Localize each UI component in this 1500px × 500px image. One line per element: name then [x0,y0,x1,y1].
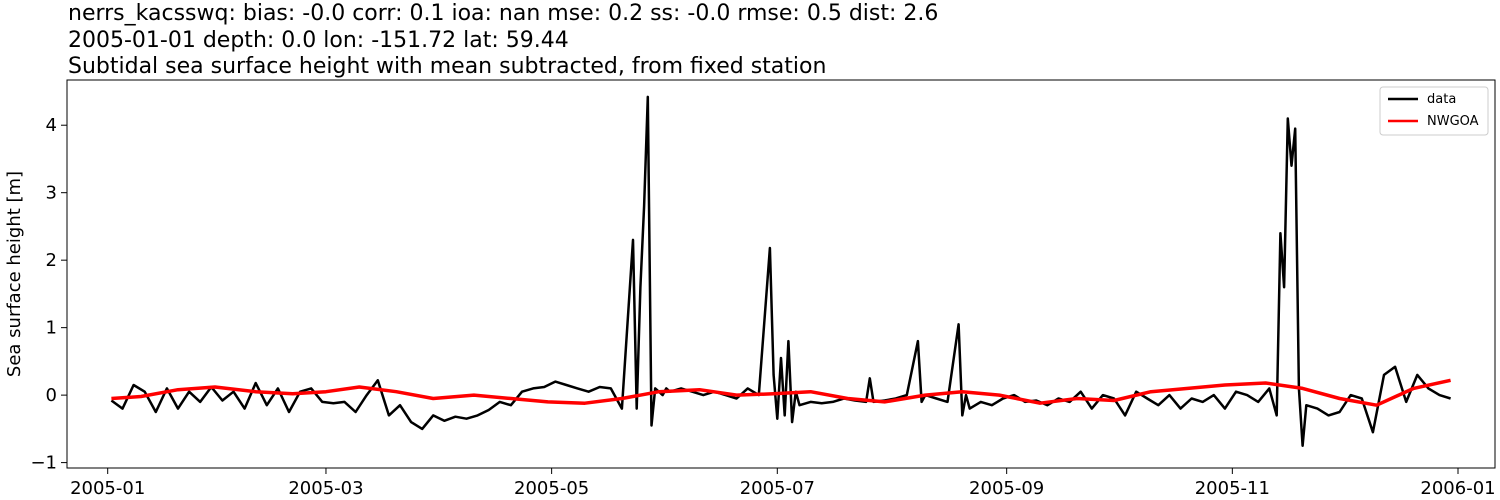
x-tick-label: 2005-03 [288,478,363,499]
y-axis: −1 0 1 2 3 4 [30,115,67,474]
chart-title-line-1: nerrs_kacsswq: bias: -0.0 corr: 0.1 ioa:… [68,1,939,26]
x-tick-label: 2005-09 [969,478,1044,499]
x-tick-label: 2005-11 [1195,478,1270,499]
chart-title-line-3: Subtidal sea surface height with mean su… [68,54,827,79]
y-tick-label: 3 [46,183,57,204]
y-axis-label: Sea surface height [m] [4,171,25,377]
axes-frame [66,79,1496,469]
x-axis: 2005-01 2005-03 2005-05 2005-07 2005-09 2005-… [70,468,1496,499]
series-line-nwgoa [111,378,1451,407]
x-tick-label: 2005-07 [740,478,815,499]
y-tick-label: 4 [46,115,57,136]
y-tick-label: −1 [30,453,57,474]
y-tick-label: 1 [46,318,57,339]
x-tick-label: 2005-01 [70,478,145,499]
y-tick-label: 0 [46,385,57,406]
legend: data NWGOA [1379,86,1489,136]
chart-title-line-2: 2005-01-01 depth: 0.0 lon: -151.72 lat: … [68,28,569,53]
x-tick-label: 2006-01 [1420,478,1495,499]
y-tick-label: 2 [46,250,57,271]
x-tick-label: 2005-05 [514,478,589,499]
plot-area [110,95,1451,447]
legend-label-nwgoa: NWGOA [1427,114,1479,129]
legend-label-data: data [1427,92,1456,107]
series-line-data [110,95,1451,447]
